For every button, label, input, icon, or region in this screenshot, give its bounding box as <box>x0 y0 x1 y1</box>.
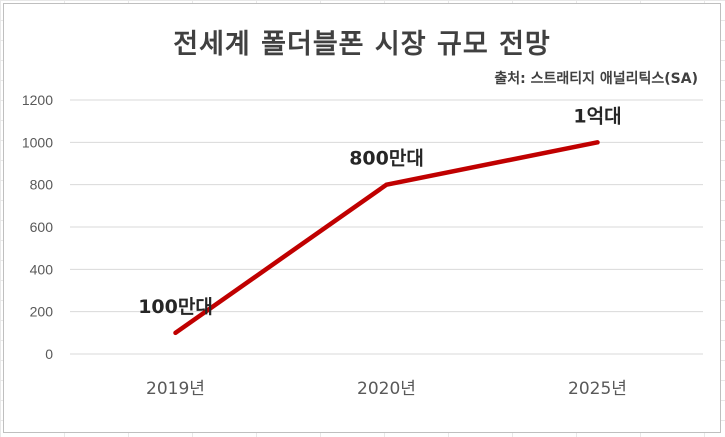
y-tick-label: 200 <box>30 304 54 320</box>
y-tick-label: 1200 <box>22 92 53 108</box>
chart-area[interactable]: 전세계 폴더블폰 시장 규모 전망 출처: 스트래티지 애널리틱스(SA) <box>3 3 721 433</box>
y-tick-label: 600 <box>30 219 54 235</box>
data-label: 100만대 <box>138 296 213 318</box>
chart-source-note: 출처: 스트래티지 애널리틱스(SA) <box>494 71 698 87</box>
x-tick-label: 2020년 <box>357 379 416 399</box>
series-line <box>173 140 600 336</box>
data-point <box>595 140 600 145</box>
x-axis-tick-labels: 2019년 2020년 2025년 <box>146 379 627 399</box>
y-tick-label: 800 <box>30 177 54 193</box>
data-label: 1억대 <box>573 105 621 127</box>
data-label: 800만대 <box>349 148 424 170</box>
y-tick-label: 0 <box>45 346 53 362</box>
chart-title: 전세계 폴더블폰 시장 규모 전망 <box>173 29 551 60</box>
data-point <box>384 182 389 187</box>
series-line-group <box>173 140 600 336</box>
y-tick-label: 1000 <box>22 134 53 150</box>
y-axis-tick-labels: 0 200 400 600 800 1000 1200 <box>22 92 53 362</box>
x-tick-label: 2025년 <box>568 379 627 399</box>
y-tick-label: 400 <box>30 261 54 277</box>
data-labels: 100만대 800만대 1억대 <box>138 105 621 318</box>
data-point <box>173 330 178 335</box>
x-tick-label: 2019년 <box>146 379 205 399</box>
